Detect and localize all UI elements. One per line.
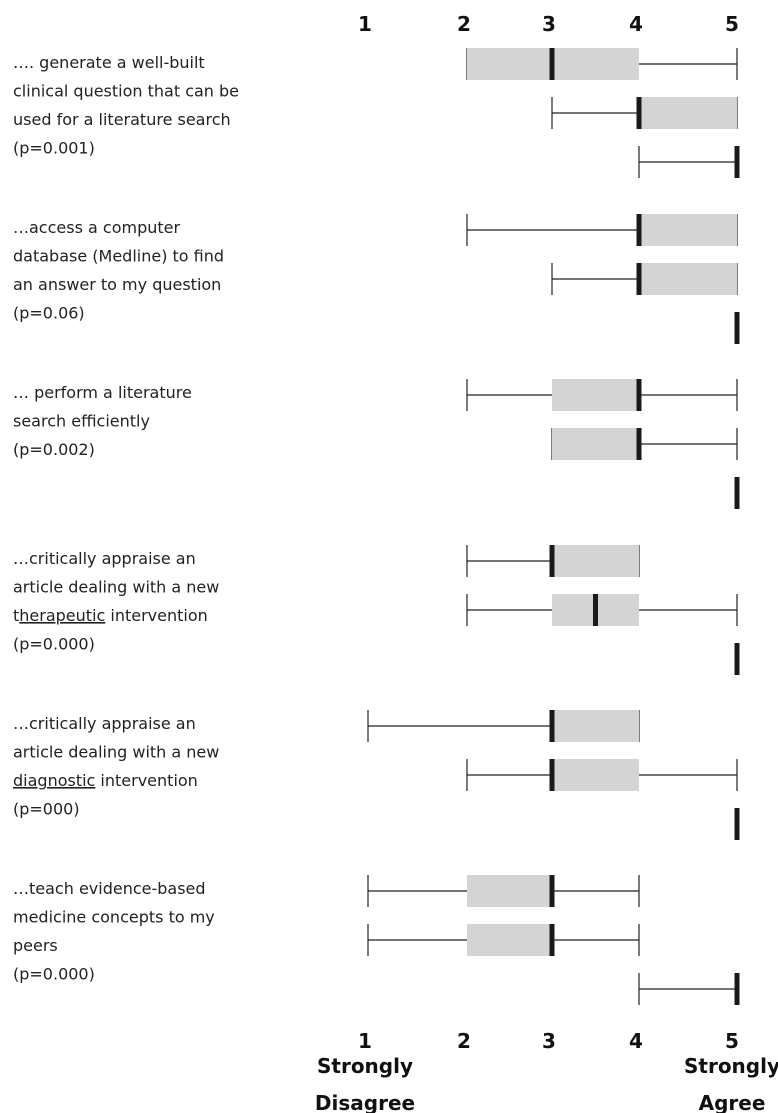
- top-tick-label: 5: [725, 12, 739, 36]
- median-mark: [549, 875, 555, 907]
- plot-area: [367, 48, 740, 1005]
- median-mark: [734, 643, 740, 675]
- boxplot-row: [638, 146, 740, 178]
- bottom-tick-label: 4: [629, 1029, 643, 1053]
- anchor-high-label: Agree: [699, 1091, 766, 1113]
- median-mark: [734, 973, 740, 1005]
- question-label-line: database (Medline) to find: [13, 247, 224, 266]
- iqr-box: [552, 379, 639, 411]
- question-label-line: article dealing with a new: [13, 578, 219, 597]
- question-label-line: (p=0.06): [13, 304, 85, 323]
- median-mark: [636, 214, 642, 246]
- boxplot-row: [466, 759, 738, 791]
- boxplot-row: [734, 477, 740, 509]
- boxplot-row: [551, 263, 738, 295]
- bottom-scale: 1 2 3 4 5: [358, 1029, 739, 1053]
- iqr-box: [467, 875, 552, 907]
- top-tick-label: 3: [542, 12, 556, 36]
- boxplot-row: [466, 214, 738, 246]
- question-label-line: article dealing with a new: [13, 743, 219, 762]
- question-label-line: (p=0.002): [13, 440, 95, 459]
- question-label-line: used for a literature search: [13, 110, 231, 129]
- top-tick-label: 1: [358, 12, 372, 36]
- boxplot-row: [466, 594, 738, 626]
- median-mark: [734, 477, 740, 509]
- top-tick-label: 4: [629, 12, 643, 36]
- boxplot-row: [466, 379, 738, 411]
- median-mark: [734, 312, 740, 344]
- question-label-line: (p=0.000): [13, 965, 95, 984]
- anchor-high-label: Strongly: [684, 1054, 778, 1078]
- question-label-line: …critically appraise an: [13, 549, 196, 568]
- top-scale: 1 2 3 4 5: [358, 12, 739, 36]
- bottom-tick-label: 2: [457, 1029, 471, 1053]
- iqr-box: [639, 97, 737, 129]
- question-label-line: …access a computer: [13, 218, 180, 237]
- question-label-line: … perform a literature: [13, 383, 192, 402]
- median-mark: [549, 759, 555, 791]
- question-label-line: (p=0.001): [13, 139, 95, 158]
- question-label-line: an answer to my question: [13, 275, 221, 294]
- iqr-box: [552, 759, 639, 791]
- boxplot-row: [734, 808, 740, 840]
- median-mark: [549, 710, 555, 742]
- median-mark: [734, 146, 740, 178]
- bottom-tick-label: 3: [542, 1029, 556, 1053]
- boxplot-row: [638, 973, 740, 1005]
- median-mark: [549, 545, 555, 577]
- bottom-tick-label: 1: [358, 1029, 372, 1053]
- top-tick-label: 2: [457, 12, 471, 36]
- boxplot-row: [466, 545, 640, 577]
- median-mark: [593, 594, 598, 626]
- iqr-box: [467, 924, 552, 956]
- iqr-box: [639, 214, 737, 246]
- boxplot-row: [367, 924, 640, 956]
- boxplot-row: [551, 97, 738, 129]
- boxplot-row: [734, 643, 740, 675]
- anchor-low-label: Strongly: [317, 1054, 413, 1078]
- question-labels: …. generate a well-built clinical questio…: [13, 53, 239, 984]
- median-mark: [549, 48, 555, 80]
- iqr-box: [552, 545, 639, 577]
- anchor-low-label: Disagree: [315, 1091, 415, 1113]
- iqr-box: [639, 263, 737, 295]
- boxplot-row: [466, 48, 738, 80]
- bottom-tick-label: 5: [725, 1029, 739, 1053]
- median-mark: [549, 924, 555, 956]
- question-label-line: search efficiently: [13, 412, 150, 431]
- iqr-box: [552, 428, 639, 460]
- median-mark: [636, 97, 642, 129]
- question-label-line: …. generate a well-built: [13, 53, 205, 72]
- median-mark: [636, 428, 642, 460]
- scale-anchors: Strongly Disagree Strongly Agree: [315, 1054, 778, 1113]
- question-label-line: therapeutic intervention: [13, 606, 208, 625]
- question-label-line: …critically appraise an: [13, 714, 196, 733]
- question-label-line: (p=000): [13, 800, 80, 819]
- boxplot-row: [551, 428, 738, 460]
- median-mark: [734, 808, 740, 840]
- question-label-line: …teach evidence-based: [13, 879, 206, 898]
- median-mark: [636, 379, 642, 411]
- question-label-line: medicine concepts to my: [13, 908, 215, 927]
- question-label-line: clinical question that can be: [13, 82, 239, 101]
- boxplot-row: [734, 312, 740, 344]
- question-label-line: peers: [13, 936, 58, 955]
- question-label-line: diagnostic intervention: [13, 771, 198, 790]
- median-mark: [636, 263, 642, 295]
- boxplot-row: [367, 710, 640, 742]
- boxplot-row: [367, 875, 640, 907]
- iqr-box: [552, 710, 639, 742]
- question-label-line: (p=0.000): [13, 635, 95, 654]
